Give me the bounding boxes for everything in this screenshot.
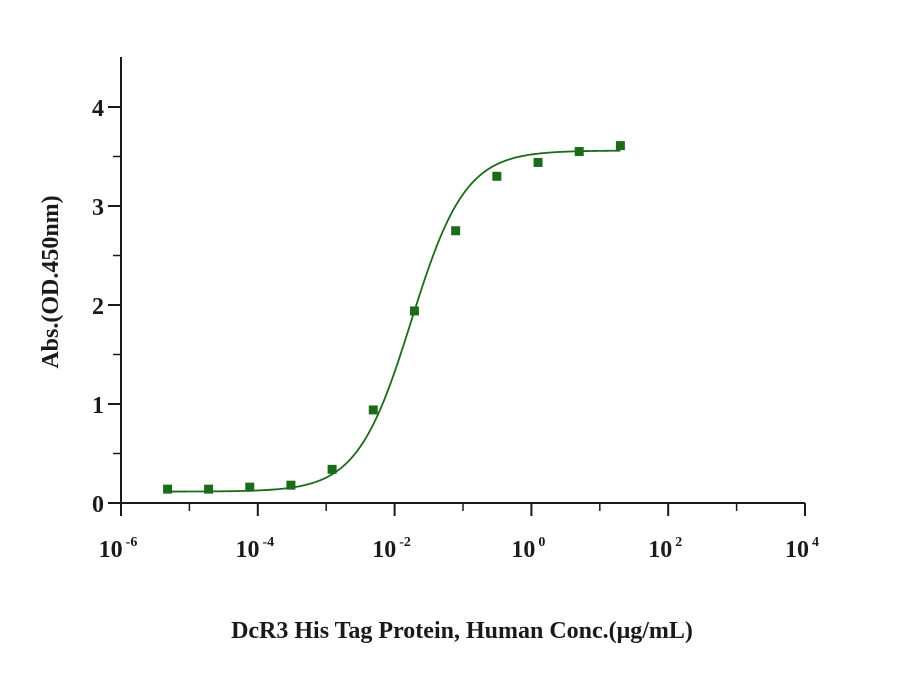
x-axis-title: DcR3 His Tag Protein, Human Conc.(μg/mL) bbox=[231, 618, 693, 644]
fit-curve bbox=[167, 149, 621, 493]
data-point bbox=[409, 306, 419, 316]
x-tick-label: 10 -6 bbox=[99, 535, 138, 563]
axes bbox=[120, 57, 805, 504]
x-tick-label: 10 -4 bbox=[235, 535, 274, 563]
x-tick-label: 10 4 bbox=[785, 535, 819, 563]
y-ticks: 0 1 2 3 4 bbox=[92, 96, 121, 518]
data-point bbox=[204, 484, 214, 494]
fit-layer bbox=[167, 149, 621, 493]
data-point bbox=[451, 226, 461, 236]
data-point bbox=[327, 464, 337, 474]
x-ticks: 10 -6 10 -4 10 -2 10 0 10 2 10 4 bbox=[99, 503, 819, 563]
y-tick-label: 4 bbox=[92, 96, 104, 122]
y-tick-label: 2 bbox=[92, 294, 104, 320]
x-tick-label: 10 2 bbox=[648, 535, 682, 563]
data-point bbox=[286, 480, 296, 490]
data-point bbox=[368, 405, 378, 415]
data-points bbox=[163, 141, 625, 494]
data-point bbox=[615, 141, 625, 151]
y-tick-label: 1 bbox=[92, 393, 104, 419]
data-point bbox=[163, 484, 173, 494]
y-tick-label: 0 bbox=[92, 492, 104, 518]
data-point bbox=[574, 147, 584, 157]
data-point bbox=[245, 482, 255, 492]
y-axis-title: Abs.(OD.450nm) bbox=[38, 195, 64, 368]
data-point bbox=[533, 157, 543, 167]
x-tick-label: 10 -2 bbox=[372, 535, 411, 563]
y-tick-label: 3 bbox=[92, 195, 104, 221]
x-tick-label: 10 0 bbox=[511, 535, 545, 563]
data-point bbox=[492, 171, 502, 181]
